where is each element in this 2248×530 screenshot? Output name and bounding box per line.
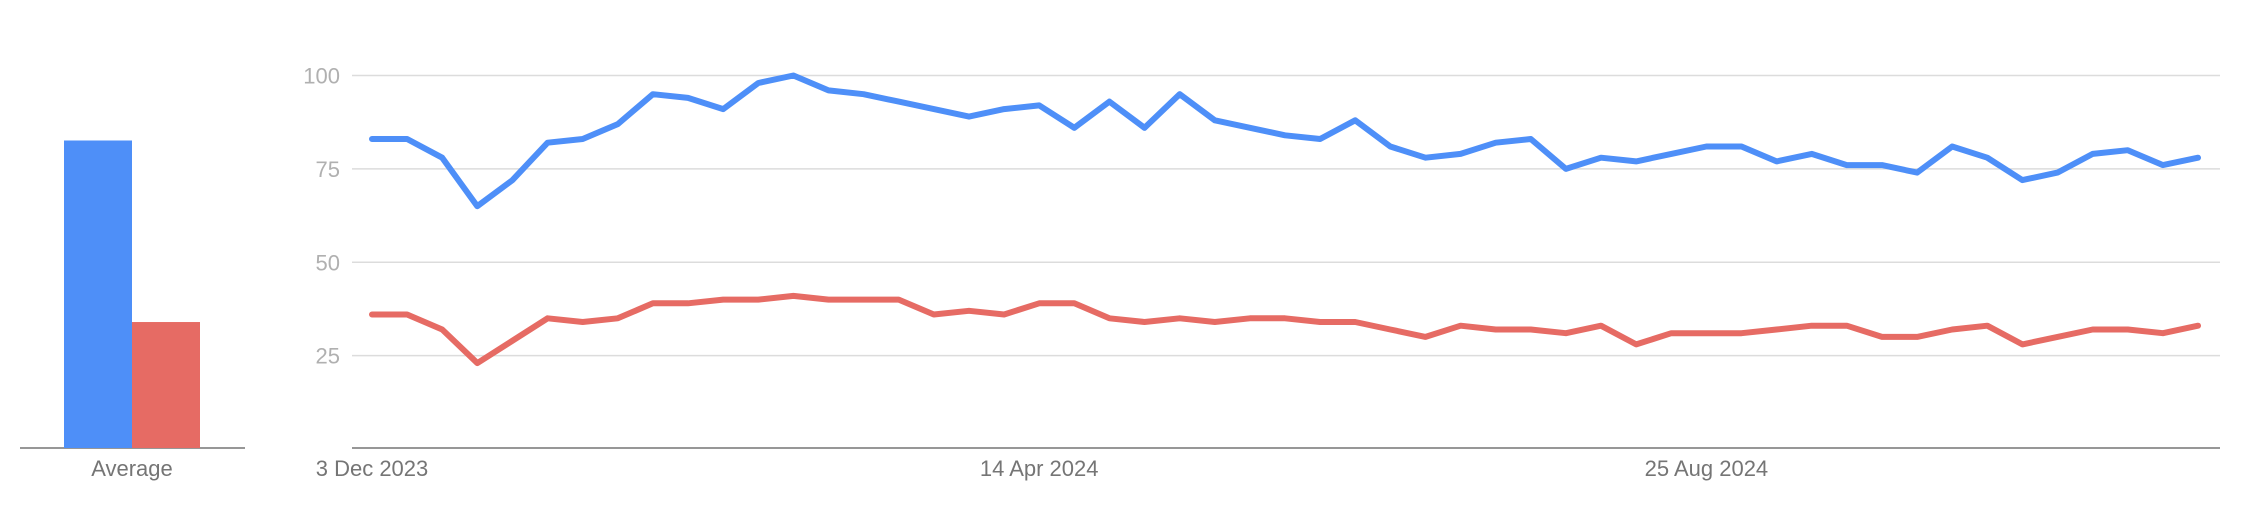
line-chart: 25 50 75 100 3 Dec 2023 14 Apr 2024 25 Aug 20… bbox=[303, 64, 2220, 481]
x-tick-label-2: 14 Apr 2024 bbox=[980, 456, 1099, 481]
average-bar-2 bbox=[132, 322, 200, 448]
average-bar-chart: Average bbox=[20, 140, 245, 481]
series-line-2 bbox=[369, 292, 2201, 367]
y-tick-label-25: 25 bbox=[316, 344, 340, 369]
average-label: Average bbox=[91, 456, 173, 481]
x-tick-label-1: 3 Dec 2023 bbox=[316, 456, 429, 481]
y-tick-label-50: 50 bbox=[316, 250, 340, 275]
average-bar-1 bbox=[64, 140, 132, 449]
y-tick-label-100: 100 bbox=[303, 64, 340, 89]
x-tick-label-3: 25 Aug 2024 bbox=[1645, 456, 1769, 481]
y-tick-label-75: 75 bbox=[316, 157, 340, 182]
x-axis-ticks: 3 Dec 2023 14 Apr 2024 25 Aug 2024 bbox=[316, 456, 1768, 481]
series-lines bbox=[369, 72, 2201, 367]
y-axis-ticks: 25 50 75 100 bbox=[303, 64, 340, 369]
series-line-1 bbox=[369, 72, 2201, 210]
